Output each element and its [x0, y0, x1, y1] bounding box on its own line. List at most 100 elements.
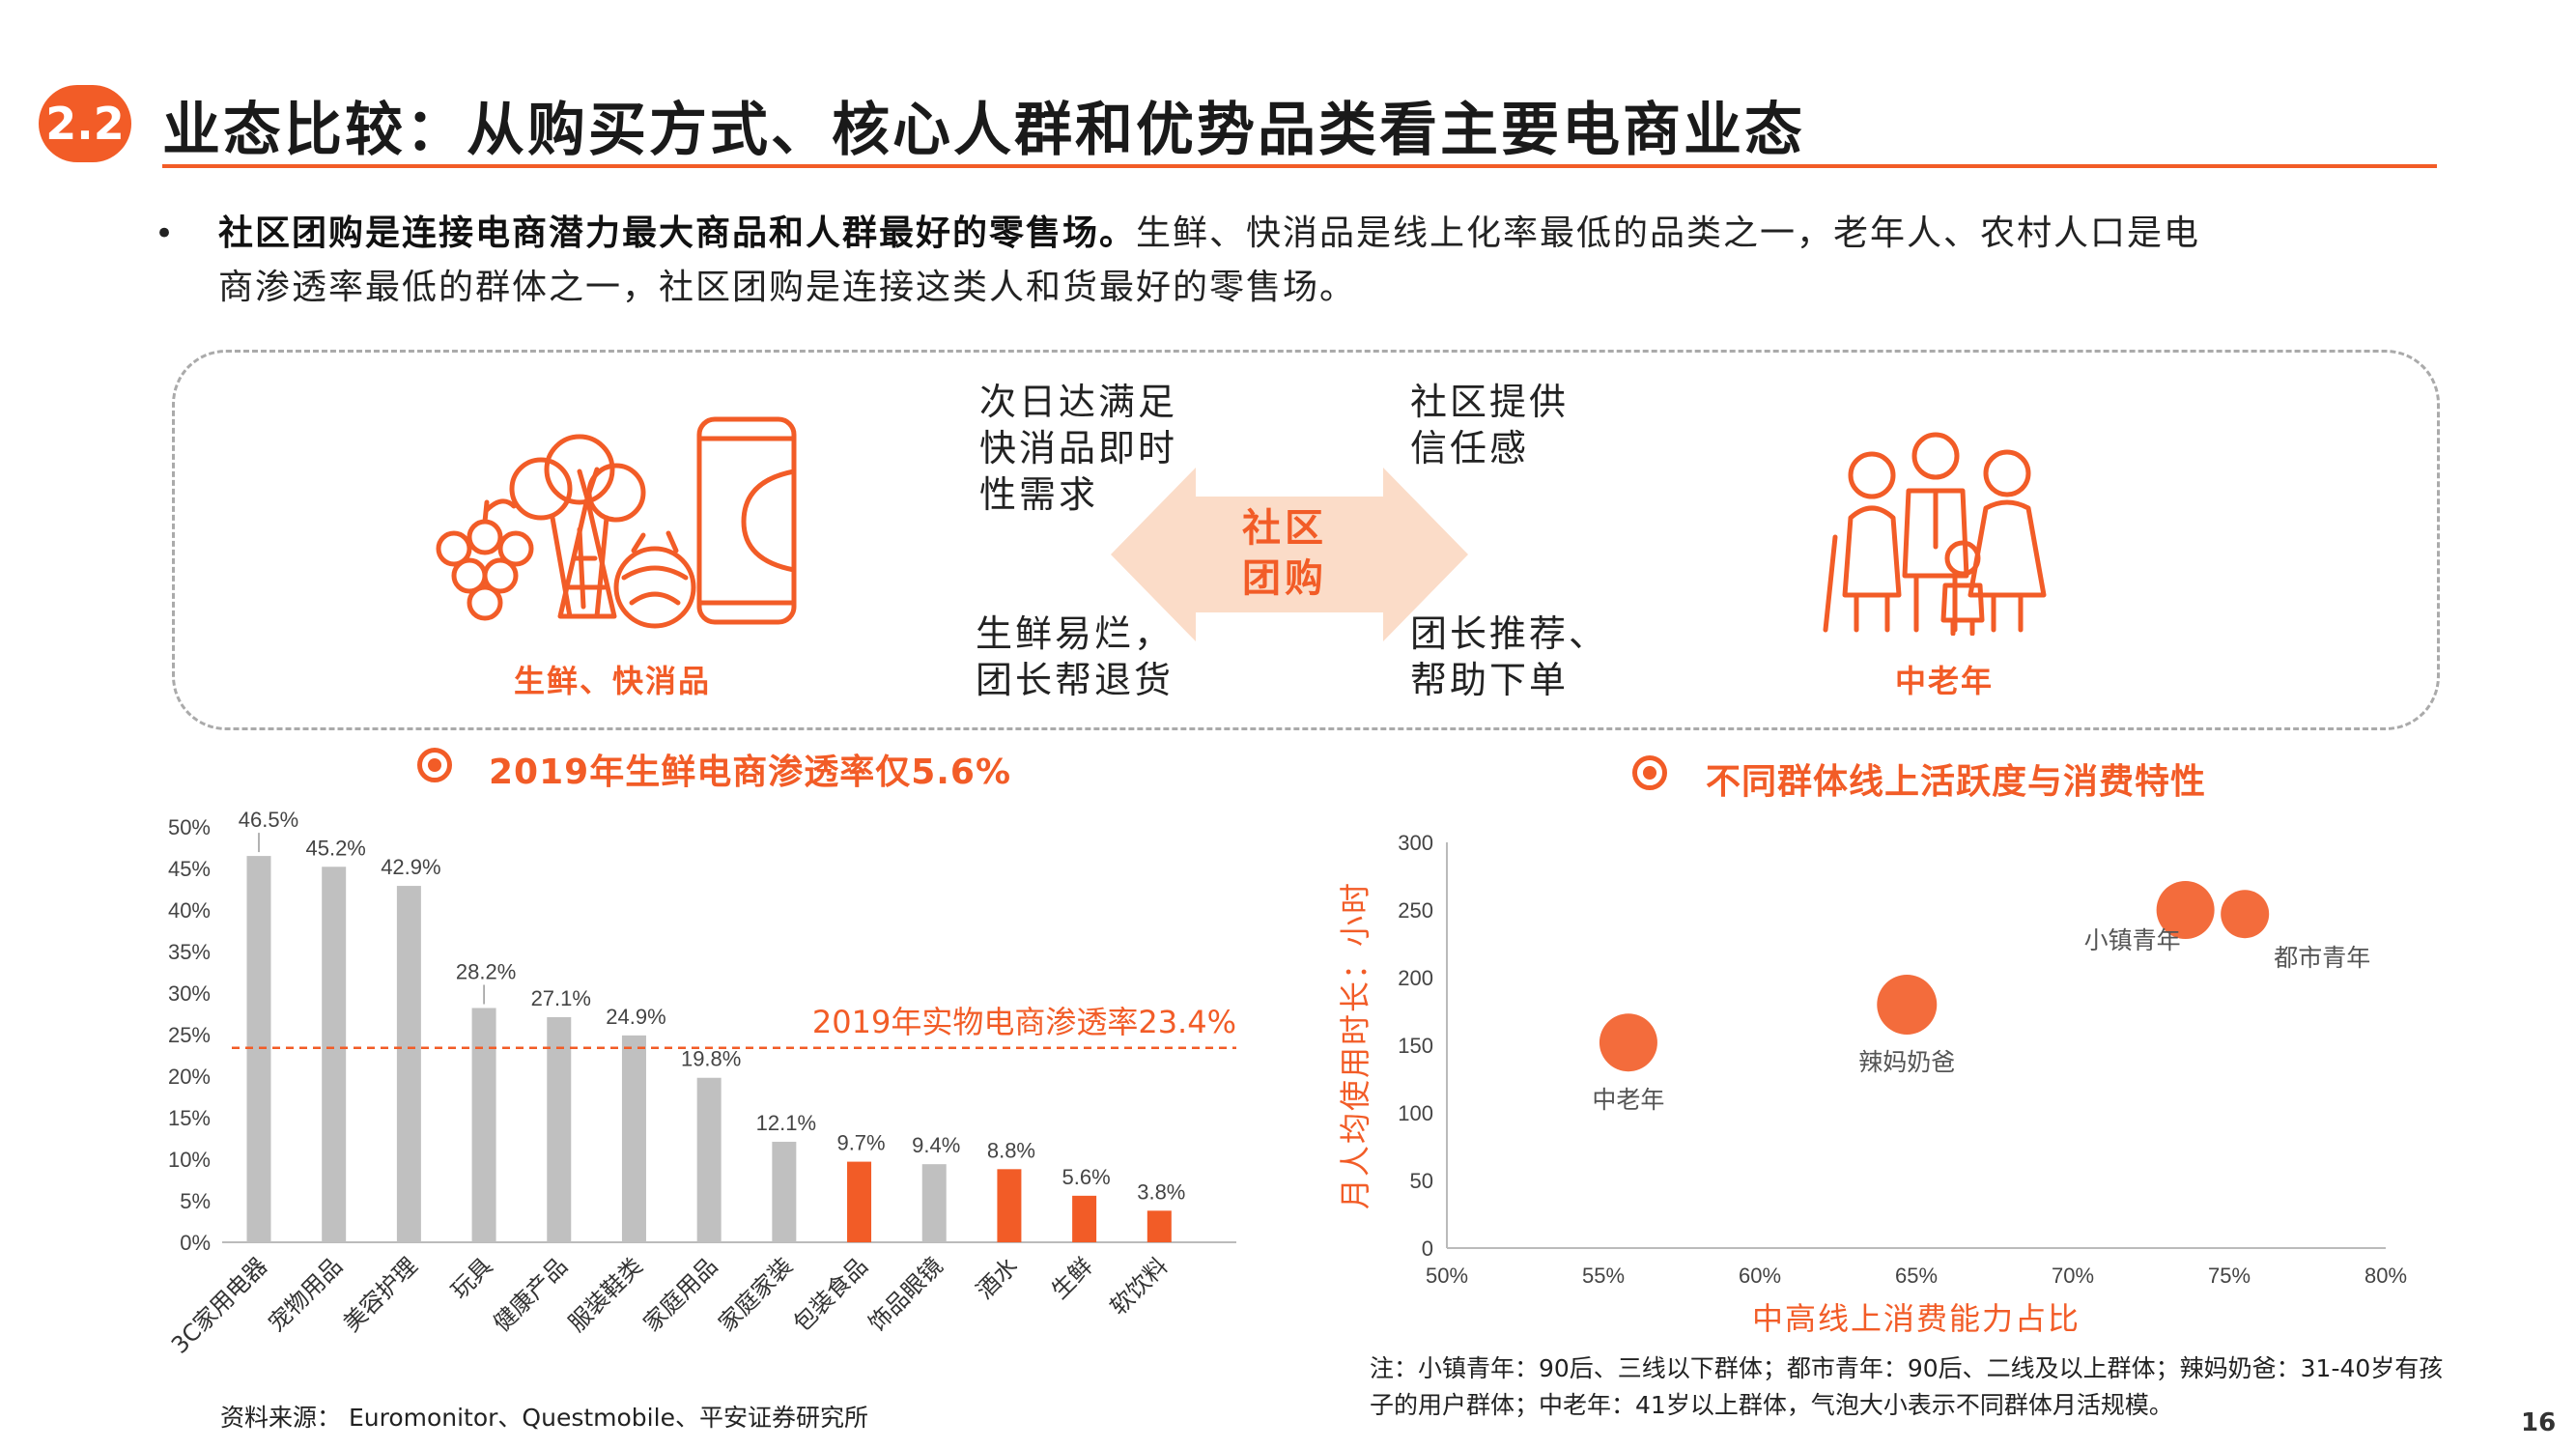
bar-value-label: 27.1% [531, 986, 591, 1010]
y-axis-title: 月人均使用时长：小时 [1337, 881, 1373, 1209]
category-label: 宠物用品 [263, 1252, 348, 1337]
x-tick-label: 50% [1426, 1264, 1468, 1288]
bottom-right-note: 团长推荐、 帮助下单 [1410, 611, 1608, 703]
category-label: 家庭家装 [713, 1252, 798, 1337]
bottom-left-note-line: 生鲜易烂， [976, 612, 1175, 655]
y-tick-label: 20% [168, 1065, 211, 1089]
y-tick-label: 200 [1398, 966, 1433, 990]
bullet-bold-text: 社区团购是连接电商潜力最大商品和人群最好的零售场。 [218, 213, 1137, 253]
bar-value-label: 45.2% [305, 836, 365, 860]
y-tick-label: 50 [1410, 1169, 1433, 1193]
bubble-label: 小镇青年 [2084, 926, 2181, 954]
bottom-right-note-line: 帮助下单 [1410, 659, 1570, 701]
bar-value-label: 19.8% [681, 1047, 741, 1071]
bubble-label: 中老年 [1592, 1086, 1664, 1114]
data-bubble [2156, 881, 2215, 939]
x-tick-label: 55% [1582, 1264, 1625, 1288]
bubble-label: 都市青年 [2274, 944, 2370, 972]
target-icon [417, 748, 452, 782]
bullet-text-line1: 生鲜、快消品是线上化率最低的品类之一，老年人、农村人口是电 [1136, 213, 2201, 253]
top-left-note-line: 次日达满足 [979, 381, 1178, 423]
category-label: 生鲜 [1046, 1252, 1098, 1304]
scatter-chart-heading: 不同群体线上活跃度与消费特性 [1706, 762, 2207, 802]
x-tick-label: 70% [2052, 1264, 2094, 1288]
bar [322, 867, 347, 1242]
source-note: 资料来源： Euromonitor、Questmobile、平安证券研究所 [220, 1404, 868, 1432]
double-arrow-icon [1111, 468, 1468, 641]
y-tick-label: 45% [168, 857, 211, 881]
bar-value-label: 9.7% [836, 1131, 885, 1155]
bullet-paragraph: 社区团购是连接电商潜力最大商品和人群最好的零售场。生鲜、快消品是线上化率最低的品… [218, 207, 2440, 315]
y-tick-label: 10% [168, 1148, 211, 1172]
bullet-dot: • [155, 214, 175, 253]
category-label: 服装鞋类 [563, 1252, 648, 1337]
category-label: 饰品眼镜 [863, 1252, 948, 1337]
x-tick-label: 60% [1739, 1264, 1781, 1288]
category-label: 包装食品 [788, 1252, 873, 1337]
data-bubble [1599, 1013, 1657, 1072]
bar [471, 1008, 496, 1242]
bar [772, 1141, 797, 1242]
y-tick-label: 30% [168, 981, 211, 1006]
bar-value-label: 28.2% [456, 959, 516, 983]
left-category-label: 生鲜、快消品 [514, 663, 712, 699]
bar [921, 1164, 947, 1242]
title-underline [162, 164, 2437, 168]
bar-value-label: 8.8% [987, 1138, 1035, 1162]
top-left-note: 次日达满足 快消品即时 性需求 [979, 379, 1177, 518]
bar-value-label: 9.4% [912, 1133, 960, 1157]
bar [396, 886, 421, 1242]
bar-chart-heading: 2019年生鲜电商渗透率仅5.6% [489, 753, 1012, 792]
y-tick-label: 0 [1422, 1236, 1433, 1261]
category-label: 玩具 [446, 1252, 498, 1304]
section-number-badge: 2.2 [39, 85, 131, 162]
bar [1146, 1210, 1172, 1242]
y-tick-label: 50% [168, 815, 211, 839]
target-icon [1632, 755, 1667, 790]
bullet-text-line2: 商渗透率最低的群体之一，社区团购是连接这类人和货最好的零售场。 [218, 268, 1357, 307]
y-tick-label: 5% [180, 1189, 211, 1213]
data-bubble [2221, 890, 2270, 939]
top-right-note-line: 信任感 [1410, 427, 1530, 469]
top-left-note-line: 快消品即时 [979, 427, 1178, 469]
bar [547, 1016, 572, 1242]
bar-value-label: 5.6% [1062, 1165, 1111, 1189]
bar [997, 1169, 1022, 1242]
y-tick-label: 300 [1398, 831, 1433, 855]
bar [246, 856, 271, 1242]
right-category-label: 中老年 [1895, 663, 1995, 699]
y-tick-label: 40% [168, 898, 211, 923]
top-left-note-line: 性需求 [979, 473, 1099, 516]
summary-panel [172, 350, 2440, 730]
top-right-note: 社区提供 信任感 [1410, 379, 1569, 471]
bar-value-label: 12.1% [756, 1111, 816, 1135]
bottom-right-note-line: 团长推荐、 [1410, 612, 1609, 655]
bar [847, 1161, 872, 1242]
category-label: 家庭用品 [638, 1252, 723, 1337]
y-tick-label: 0% [180, 1231, 211, 1255]
y-tick-label: 150 [1398, 1034, 1433, 1058]
x-tick-label: 80% [2364, 1264, 2407, 1288]
category-label: 软饮料 [1105, 1252, 1174, 1321]
bottom-left-note: 生鲜易烂， 团长帮退货 [976, 611, 1174, 703]
page-number: 16 [2521, 1408, 2557, 1437]
category-label: 美容护理 [338, 1252, 423, 1337]
bar [621, 1035, 646, 1242]
category-label: 健康产品 [488, 1252, 573, 1337]
x-tick-label: 65% [1895, 1264, 1938, 1288]
chart-footnote: 注：小镇青年：90后、三线以下群体；都市青年：90后、二线及以上群体；辣妈奶爸：… [1370, 1354, 2444, 1419]
y-tick-label: 35% [168, 940, 211, 964]
produce-icon [436, 416, 797, 629]
center-label-line2: 团购 [1242, 556, 1327, 601]
bar [696, 1077, 722, 1242]
x-axis-title: 中高线上消费能力占比 [1752, 1300, 2081, 1337]
reference-line-label: 2019年实物电商渗透率23.4% [812, 1004, 1236, 1040]
bar [1072, 1195, 1097, 1242]
y-tick-label: 15% [168, 1106, 211, 1130]
y-tick-label: 100 [1398, 1101, 1433, 1125]
y-tick-label: 250 [1398, 898, 1433, 923]
bar-value-label: 46.5% [239, 808, 298, 832]
bar-value-label: 42.9% [381, 855, 440, 879]
center-label-line1: 社区 [1242, 506, 1327, 551]
x-tick-label: 75% [2208, 1264, 2250, 1288]
